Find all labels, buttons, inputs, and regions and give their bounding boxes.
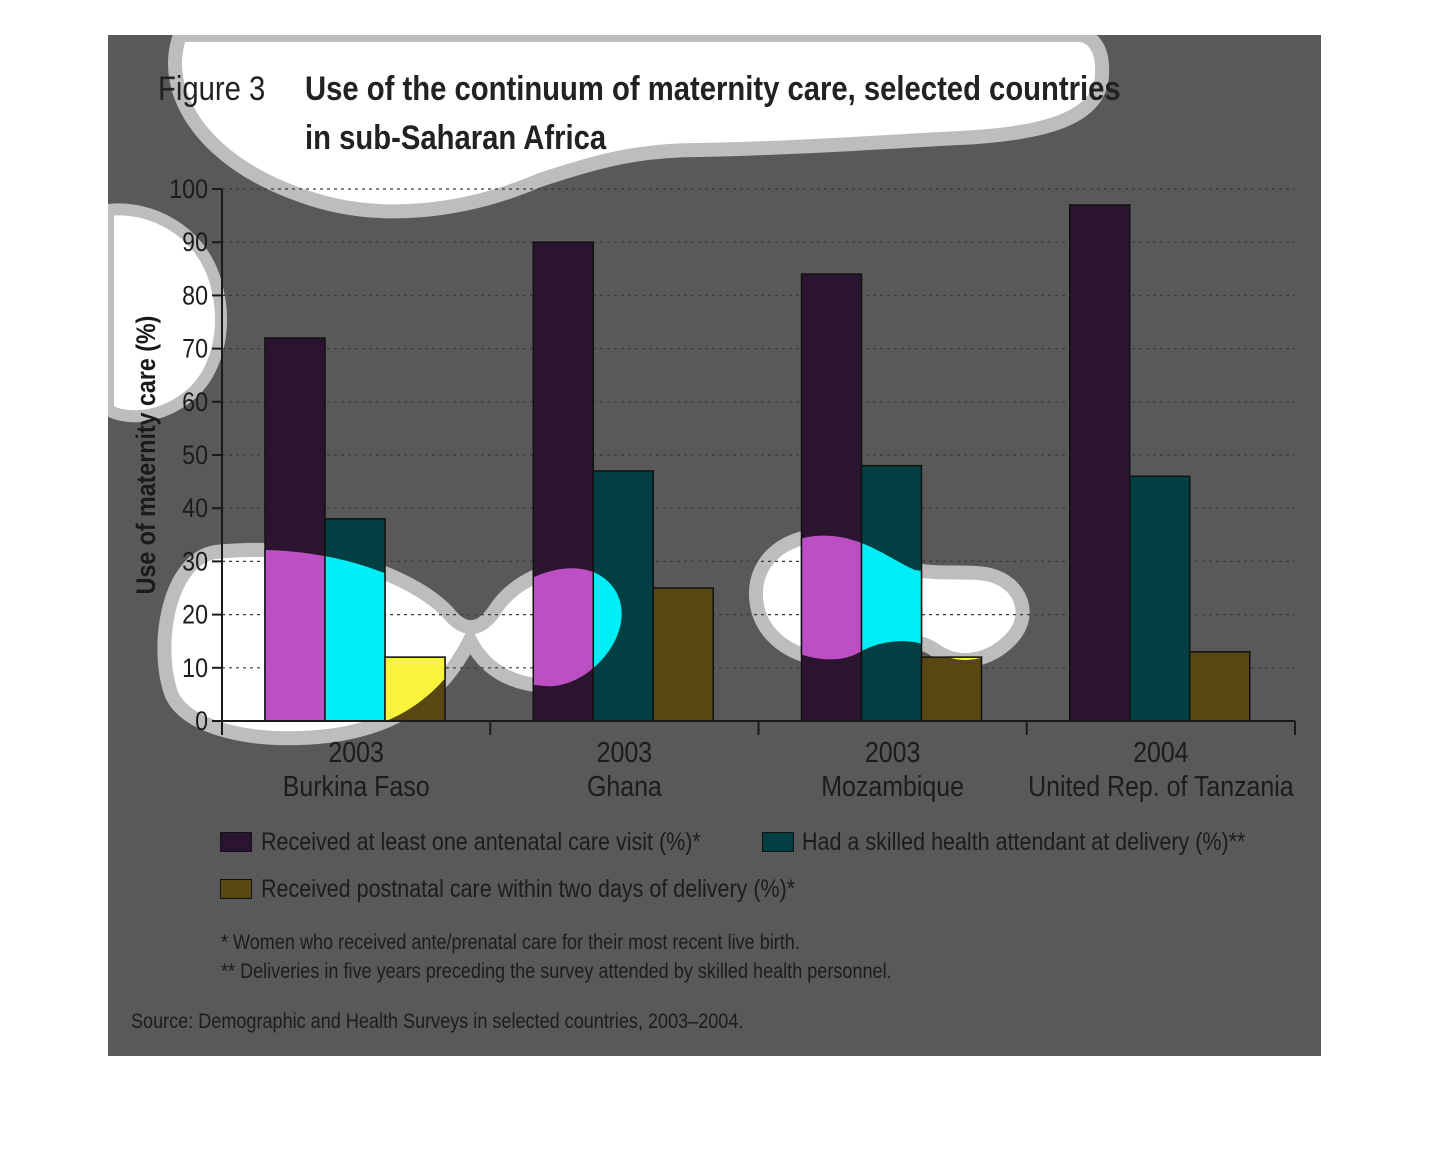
bar-skilled-4 bbox=[1129, 475, 1191, 722]
legend-swatch-skilled bbox=[762, 832, 794, 852]
legend-label-skilled: Had a skilled health attendant at delive… bbox=[802, 828, 1246, 856]
source-note: Source: Demographic and Health Surveys i… bbox=[131, 1010, 744, 1033]
y-tick-label: 50 bbox=[182, 440, 208, 470]
y-axis-title: Use of maternity care (%) bbox=[131, 316, 161, 595]
bar-highlight-segment bbox=[324, 549, 386, 722]
bar-postnatal-2 bbox=[652, 587, 714, 722]
y-tick-label: 60 bbox=[182, 387, 208, 417]
x-tick-label-country: Burkina Faso bbox=[283, 770, 430, 802]
legend-swatch-postnatal bbox=[220, 879, 252, 899]
x-tick-label-year: 2003 bbox=[597, 736, 652, 768]
bar-postnatal-4 bbox=[1189, 651, 1251, 722]
bar-highlight-segment bbox=[800, 535, 863, 661]
chart-title-line-1: Use of the continuum of maternity care, … bbox=[305, 70, 1121, 108]
bar-antenatal-4 bbox=[1069, 204, 1131, 722]
figure-label: Figure 3 bbox=[158, 70, 266, 108]
y-tick-label: 20 bbox=[182, 600, 208, 630]
bar-postnatal-3 bbox=[920, 656, 983, 722]
x-tick-label-year: 2004 bbox=[1133, 736, 1188, 768]
chart-title-line-2: in sub-Saharan Africa bbox=[305, 119, 607, 157]
footnote-2: ** Deliveries in five years preceding th… bbox=[221, 960, 892, 983]
y-tick-label: 30 bbox=[182, 547, 208, 577]
y-tick-label: 10 bbox=[182, 653, 208, 683]
legend-label-antenatal: Received at least one antenatal care vis… bbox=[261, 828, 701, 856]
footnote-1: * Women who received ante/prenatal care … bbox=[221, 931, 800, 954]
x-tick-label-year: 2003 bbox=[865, 736, 920, 768]
legend-label-postnatal: Received postnatal care within two days … bbox=[261, 875, 796, 903]
y-tick-label: 0 bbox=[195, 706, 208, 736]
x-tick-label-country: Mozambique bbox=[821, 770, 964, 802]
y-tick-label: 100 bbox=[169, 174, 208, 204]
x-tick-label-country: United Rep. of Tanzania bbox=[1028, 770, 1294, 802]
legend-swatch-antenatal bbox=[220, 832, 252, 852]
y-tick-label: 40 bbox=[182, 494, 208, 524]
y-tick-label: 70 bbox=[182, 334, 208, 364]
y-tick-label: 80 bbox=[182, 281, 208, 311]
x-tick-label-country: Ghana bbox=[587, 770, 663, 802]
x-tick-label-year: 2003 bbox=[328, 736, 383, 768]
y-tick-label: 90 bbox=[182, 228, 208, 258]
